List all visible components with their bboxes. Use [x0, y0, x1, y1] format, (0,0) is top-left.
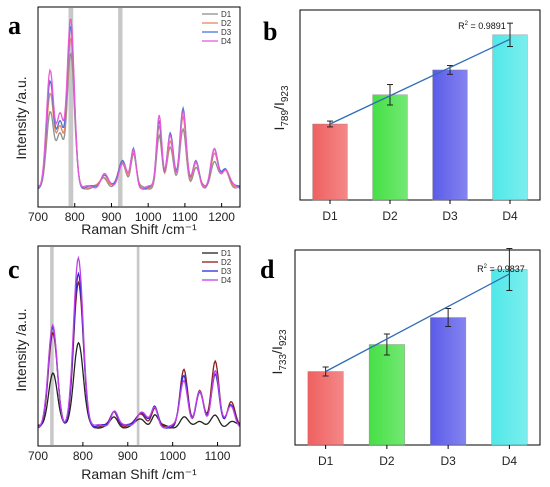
- legend-label-d3: D3: [221, 28, 232, 37]
- x-tick-label: 900: [118, 449, 138, 463]
- r-squared-b-base: R: [458, 21, 465, 31]
- bar-d1: [312, 123, 348, 201]
- legend-label-d2: D2: [221, 258, 232, 267]
- panel-c: c 700 800 900 1000 1100 Intensity /a.u. Rama…: [8, 245, 241, 482]
- y-axis-label-b-main: I: [271, 127, 287, 131]
- category-label-d1: D1: [322, 209, 338, 223]
- category-label-d3: D3: [440, 454, 456, 468]
- bar-d3: [432, 69, 468, 201]
- x-tick-label: 1100: [172, 210, 198, 224]
- y-axis-label-b-mid: /I: [271, 102, 287, 110]
- series-line-d1: [37, 341, 241, 429]
- x-tick-label: 700: [28, 449, 48, 463]
- r-squared-d-value: = 0.9837: [487, 264, 525, 274]
- legend-label-d1: D1: [221, 249, 232, 258]
- y-axis-label-d-main: I: [269, 371, 285, 375]
- x-tick-label: 800: [73, 449, 93, 463]
- x-axis-label-a: Raman Shift /cm⁻¹: [81, 221, 197, 237]
- panel-b: b D1 D2 D3 D4 I789/I923 R2 = 0.9891: [263, 9, 541, 223]
- y-axis-label-d-sub2: 923: [278, 329, 289, 346]
- category-label-d2: D2: [379, 454, 395, 468]
- panel-label-b: b: [263, 17, 277, 46]
- x-tick-label: 1000: [159, 449, 186, 463]
- category-label-d1: D1: [318, 454, 334, 468]
- y-axis-label-b-sub1: 789: [280, 110, 291, 127]
- y-axis-label-d: I733/I923: [269, 329, 289, 374]
- bar-d2: [372, 94, 408, 201]
- legend-label-d2: D2: [221, 19, 232, 28]
- panel-label-d: d: [260, 255, 275, 284]
- panel-label-c: c: [8, 255, 20, 284]
- x-tick-label: 1000: [135, 210, 162, 224]
- legend-label-d4: D4: [221, 37, 232, 46]
- series-line-d4: [37, 18, 241, 190]
- y-axis-label-a: Intensity /a.u.: [13, 76, 29, 159]
- plot-frame-b: [299, 9, 541, 201]
- legend-label-d3: D3: [221, 267, 232, 276]
- bar-d2: [368, 344, 405, 446]
- bar-d1: [307, 371, 344, 446]
- highlight-band: [50, 247, 54, 445]
- r-squared-b: R2 = 0.9891: [458, 21, 506, 31]
- panel-label-a: a: [8, 11, 21, 40]
- fit-line: [329, 38, 511, 125]
- bar-d4: [492, 34, 528, 201]
- legend-label-d4: D4: [221, 276, 232, 285]
- highlight-band: [136, 247, 140, 445]
- y-axis-label-b-sub2: 923: [280, 85, 291, 102]
- r-squared-d-base: R: [477, 264, 484, 274]
- plot-frame-a: [37, 6, 241, 208]
- panel-d: d D1 D2 D3 D4 I733/I923 R2 = 0.9837: [260, 248, 541, 468]
- r-squared-d-sup: 2: [484, 264, 488, 270]
- plot-frame-c: [37, 245, 241, 447]
- plot-frame-d: [294, 249, 541, 446]
- highlight-band: [68, 8, 74, 206]
- x-tick-label: 900: [101, 210, 121, 224]
- bar-d3: [430, 317, 467, 446]
- x-tick-label: 700: [28, 210, 48, 224]
- y-axis-label-d-sub1: 733: [278, 354, 289, 371]
- legend-label-d1: D1: [221, 10, 232, 19]
- x-tick-label: 800: [65, 210, 85, 224]
- x-axis-label-c: Raman Shift /cm⁻¹: [81, 466, 197, 482]
- panel-a: a 700 800 900 1000 1100 1200 Intensity /a.u. …: [8, 6, 241, 237]
- bar-d4: [491, 269, 528, 446]
- r-squared-b-sup: 2: [465, 21, 469, 27]
- y-axis-label-d-mid: /I: [269, 346, 285, 354]
- y-axis-label-b: I789/I923: [271, 85, 291, 130]
- r-squared-d: R2 = 0.9837: [477, 264, 525, 274]
- highlight-band: [118, 8, 123, 206]
- category-label-d2: D2: [382, 209, 398, 223]
- fit-line: [325, 273, 510, 373]
- x-tick-label: 1200: [208, 210, 235, 224]
- category-label-d4: D4: [502, 454, 518, 468]
- series-line-d4: [37, 255, 241, 429]
- r-squared-b-value: = 0.9891: [468, 21, 506, 31]
- category-label-d4: D4: [502, 209, 518, 223]
- y-axis-label-c: Intensity /a.u.: [13, 308, 29, 391]
- x-tick-label: 1100: [205, 449, 231, 463]
- category-label-d3: D3: [442, 209, 458, 223]
